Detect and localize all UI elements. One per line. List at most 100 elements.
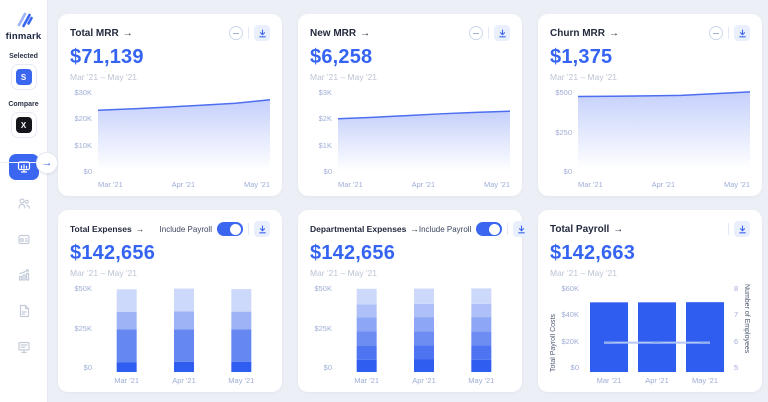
x-tick-label: Mar '21 [338, 180, 363, 189]
download-icon[interactable] [734, 221, 750, 237]
document-icon [19, 304, 29, 318]
download-icon[interactable] [254, 221, 270, 237]
finmark-logo-icon [17, 12, 33, 28]
x-axis: Mar '21 Apr '21 May '21 [98, 372, 270, 386]
card-title-link[interactable]: Total Payroll → [550, 223, 624, 235]
total-mrr-chart: $30K $20K $10K $0 Mar '21 Apr '21 May '21 [70, 88, 270, 190]
x-tick-label: Mar '21 [98, 180, 123, 189]
arrow-right-icon: → [122, 27, 133, 39]
billing-icon [17, 234, 30, 245]
divider [728, 223, 729, 235]
y-axis: $60K $40K $20K $0 [557, 284, 585, 372]
metric-value: $142,663 [550, 242, 636, 264]
x-tick-label: May '21 [468, 376, 495, 385]
x-tick-label: May '21 [243, 180, 270, 189]
include-payroll-toggle[interactable] [217, 222, 243, 236]
presentation-board-icon [17, 341, 30, 354]
scenario-chip-s: S [15, 69, 32, 85]
card-new-mrr: New MRR → $6,258 Mar '21 – May '21 $3K $2K… [298, 14, 522, 196]
metric-value: $71,139 [70, 46, 144, 68]
download-icon[interactable] [513, 221, 530, 237]
compare-label: Compare [8, 101, 39, 108]
include-payroll-label: Include Payroll [159, 224, 212, 234]
nav-item-dashboard[interactable] [8, 154, 39, 180]
scenario-chip-x: X [15, 117, 32, 133]
divider [488, 27, 489, 39]
x-tick-label: May '21 [691, 376, 719, 385]
y-tick-label: $0 [323, 363, 332, 372]
total-expenses-chart: $50K $25K $0 Mar '21 Apr '21 May '21 [70, 284, 270, 386]
plot-area [338, 284, 510, 372]
card-title-link[interactable]: Departmental Expenses → [310, 224, 419, 234]
divider [248, 223, 249, 235]
card-churn-mrr: Churn MRR → $1,375 Mar '21 – May '21 $500… [538, 14, 762, 196]
y-tick-label: $250 [555, 127, 572, 137]
nav-item-reports[interactable] [9, 298, 39, 324]
y-axis: $50K $25K $0 [70, 284, 98, 372]
x-tick-label: Apr '21 [651, 180, 676, 189]
download-icon[interactable] [494, 25, 510, 41]
minus-circle-icon[interactable] [469, 26, 483, 40]
selected-scenario-button[interactable]: S [10, 64, 37, 90]
nav-item-billing[interactable] [9, 226, 39, 252]
metric-period: Mar '21 – May '21 [550, 72, 618, 82]
y-axis: $500 $250 $0 [550, 88, 578, 176]
nav-item-board[interactable] [9, 334, 39, 360]
y-tick-label: $2K [318, 114, 332, 124]
nav-item-users[interactable] [9, 190, 39, 216]
y-tick-label: $40K [561, 310, 579, 320]
include-payroll-toggle[interactable] [476, 222, 503, 236]
expand-sidebar-button[interactable]: → [36, 152, 58, 174]
y-tick-label: $60K [561, 284, 579, 293]
card-title-link[interactable]: New MRR → [310, 27, 371, 39]
y-tick-label: $0 [83, 363, 92, 372]
y-tick-label: $30K [74, 88, 92, 97]
card-title-link[interactable]: Churn MRR → [550, 27, 619, 39]
plot-area [585, 284, 729, 372]
x-axis: Mar '21 Apr '21 May '21 [338, 176, 510, 190]
y-axis: $3K $2K $1K $0 [310, 88, 338, 176]
x-tick-label: May '21 [228, 376, 255, 385]
y-tick-label: $500 [555, 88, 572, 97]
right-y-axis: 8 7 6 5 [729, 284, 743, 372]
churn-mrr-chart: $500 $250 $0 Mar '21 Apr '21 May '21 [550, 88, 750, 190]
download-icon[interactable] [254, 25, 270, 41]
arrow-right-icon: → [135, 224, 145, 234]
new-mrr-chart: $3K $2K $1K $0 Mar '21 Apr '21 May '21 [310, 88, 510, 190]
departmental-expenses-chart: $50K $25K $0 Mar '21 Apr '21 May '21 [310, 284, 510, 386]
minus-circle-icon[interactable] [229, 26, 243, 40]
sidebar-divider [0, 162, 47, 163]
include-payroll-label: Include Payroll [418, 224, 472, 234]
x-tick-label: Mar '21 [354, 376, 380, 385]
sidebar-nav [8, 154, 39, 360]
y-tick-label: $20K [561, 336, 579, 346]
y-tick-label: $0 [570, 362, 579, 372]
y-tick-label: $25K [314, 323, 332, 333]
metric-period: Mar '21 – May '21 [70, 268, 138, 278]
card-title-link[interactable]: Total Expenses → [70, 224, 145, 234]
compare-scenario-button[interactable]: X [10, 112, 37, 138]
nav-item-metrics[interactable] [9, 262, 39, 288]
brand-name: finmark [5, 31, 42, 42]
metric-period: Mar '21 – May '21 [310, 72, 378, 82]
y-tick-label: $50K [314, 284, 332, 293]
dashboard-grid: Total MRR → $71,139 Mar '21 – May '21 $30… [48, 0, 768, 402]
y-tick-label: $0 [323, 166, 332, 176]
y-axis: $50K $25K $0 [310, 284, 338, 372]
arrow-right-icon: → [410, 224, 419, 234]
download-icon[interactable] [734, 25, 750, 41]
metric-value: $142,656 [310, 242, 396, 264]
x-tick-label: Apr '21 [411, 180, 436, 189]
users-icon [17, 198, 30, 209]
plot-area [578, 88, 750, 176]
minus-circle-icon[interactable] [709, 26, 723, 40]
divider [507, 223, 509, 235]
y-tick-label: $1K [318, 140, 332, 150]
y-tick-label: $20K [74, 114, 92, 124]
sidebar: finmark Selected S Compare X → [0, 0, 58, 402]
logo: finmark [6, 10, 42, 42]
x-tick-label: Mar '21 [596, 376, 622, 385]
card-title-link[interactable]: Total MRR → [70, 27, 133, 39]
right-y-tick-label: 8 [734, 284, 739, 293]
